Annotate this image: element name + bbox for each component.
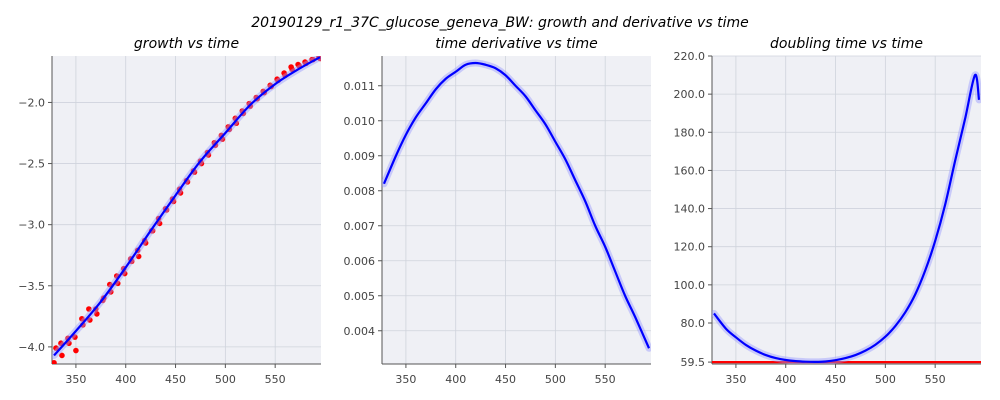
data-point: [94, 311, 100, 317]
x-tick-label: 500: [215, 373, 236, 386]
y-tick-label: −3.0: [18, 219, 45, 232]
y-tick-label: 59.5: [681, 356, 706, 369]
x-tick-label: 350: [65, 373, 86, 386]
x-tick-label: 400: [775, 373, 796, 386]
y-tick-label: −4.0: [18, 341, 45, 354]
y-tick-label: 0.004: [344, 325, 376, 338]
panel-derivative: 350 400 450 500 550 0.004 0.005 0.006 0.007 0.008…: [344, 36, 651, 386]
x-tick-label: 400: [115, 373, 136, 386]
y-tick-label: 0.008: [344, 185, 376, 198]
data-point: [289, 66, 295, 73]
data-point: [73, 347, 79, 354]
data-point: [59, 352, 65, 359]
y-tick-label: −2.0: [18, 96, 45, 109]
panel-growth: 350 400 450 500 550 −4.0 −3.5 −3.0 −2.5 −2.0 growt…: [18, 36, 321, 386]
y-tick-label: 200.0: [674, 88, 706, 101]
data-point: [53, 345, 59, 351]
data-point: [156, 220, 163, 227]
x-tick-label: 400: [445, 373, 466, 386]
y-tick-label: 0.005: [344, 290, 376, 303]
x-tick-label: 450: [165, 373, 186, 386]
y-tick-label: −3.5: [18, 280, 45, 293]
y-tick-label: 0.006: [344, 255, 376, 268]
data-point: [135, 253, 142, 260]
data-point: [87, 317, 93, 323]
y-tick-label: 0.007: [344, 220, 376, 233]
panel-doubling-time: 350 400 450 500 550 59.5 80.0 100.0 120.0 140.0 16…: [674, 36, 981, 386]
y-tick-label: 0.011: [344, 80, 376, 93]
x-tick-label: 450: [495, 373, 516, 386]
y-tick-label: 180.0: [674, 126, 706, 139]
y-tick-label: 0.009: [344, 150, 376, 163]
y-tick-label: 140.0: [674, 203, 706, 216]
plot-area: [382, 56, 651, 364]
y-tick-label: 100.0: [674, 279, 706, 292]
x-tick-label: 500: [875, 373, 896, 386]
fit-line: [382, 61, 651, 349]
y-tick-label: −2.5: [18, 158, 45, 171]
x-tick-label: 350: [395, 373, 416, 386]
data-point: [86, 306, 92, 312]
fit-line: [53, 56, 321, 357]
y-tick-label: 220.0: [674, 50, 706, 63]
x-tick-label: 550: [925, 373, 946, 386]
panel-title: growth vs time: [134, 36, 239, 52]
data-point: [72, 334, 78, 340]
data-point: [79, 315, 85, 322]
x-tick-label: 450: [825, 373, 846, 386]
panel-title: time derivative vs time: [435, 36, 597, 52]
figure-suptitle: 20190129_r1_37C_glucose_geneva_BW: growt…: [251, 15, 748, 31]
y-tick-label: 0.010: [344, 115, 376, 128]
fit-line: [713, 73, 981, 364]
y-tick-label: 120.0: [674, 241, 706, 254]
plot-area: [712, 56, 981, 364]
data-point: [106, 281, 113, 288]
data-point: [52, 359, 57, 364]
x-tick-label: 350: [725, 373, 746, 386]
y-tick-label: 80.0: [681, 317, 706, 330]
x-tick-label: 550: [265, 373, 286, 386]
y-tick-label: 160.0: [674, 164, 706, 177]
x-tick-label: 500: [545, 373, 566, 386]
panel-title: doubling time vs time: [770, 36, 923, 52]
x-tick-label: 550: [595, 373, 616, 386]
